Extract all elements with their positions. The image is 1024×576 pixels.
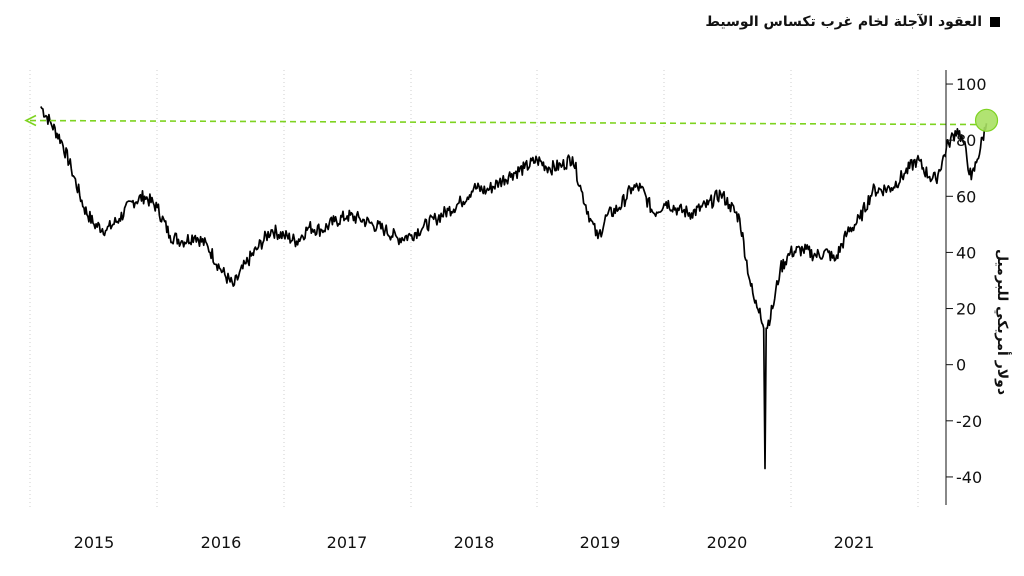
y-axis-label: دولار أمريكي للبرميل — [994, 249, 1012, 395]
y-tick-label: 80 — [956, 131, 976, 150]
y-tick-label: 100 — [956, 75, 987, 94]
x-tick-label: 2015 — [74, 533, 115, 552]
x-tick-label: 2018 — [454, 533, 495, 552]
legend-label: العقود الآجلة لخام غرب تكساس الوسيط — [705, 14, 982, 30]
x-tick-label: 2019 — [580, 533, 621, 552]
y-tick-label: 0 — [956, 356, 966, 375]
x-tick-label: 2016 — [201, 533, 242, 552]
y-axis: -40 -20 0 20 40 60 80 100 — [945, 70, 987, 505]
y-tick-label: 40 — [956, 243, 976, 262]
y-tick-label: 20 — [956, 300, 976, 319]
x-tick-label: 2021 — [834, 533, 875, 552]
y-tick-label: -40 — [956, 468, 982, 487]
annotation-layer — [24, 108, 999, 132]
x-axis: 2015 2016 2017 2018 2019 2020 2021 — [74, 533, 875, 552]
legend: العقود الآجلة لخام غرب تكساس الوسيط — [705, 14, 1000, 30]
series-line — [40, 106, 988, 470]
latest-point-marker — [974, 108, 999, 132]
y-tick-label: 60 — [956, 187, 976, 206]
series-layer — [40, 106, 988, 470]
x-tick-label: 2017 — [327, 533, 368, 552]
reference-arrow — [24, 114, 37, 127]
gridlines — [29, 70, 919, 508]
reference-line — [29, 119, 977, 126]
y-tick-label: -20 — [956, 412, 982, 431]
x-tick-label: 2020 — [707, 533, 748, 552]
legend-swatch — [990, 17, 1000, 27]
